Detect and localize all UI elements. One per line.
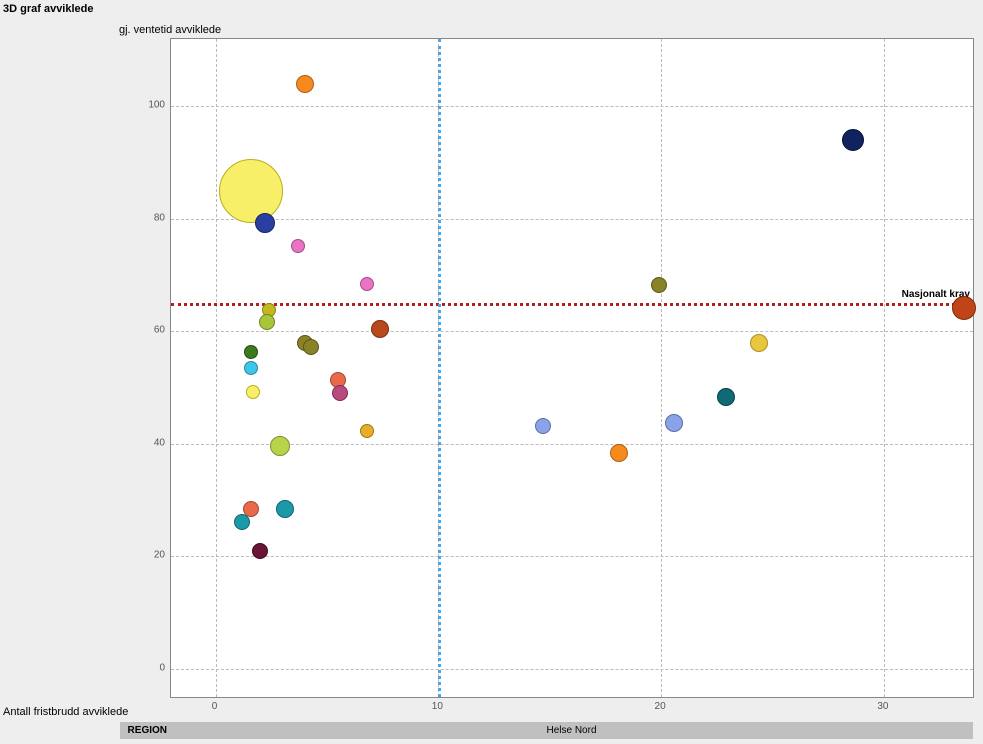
gridline-h — [171, 331, 973, 332]
plot-area: Nasjonalt krav — [170, 38, 974, 698]
gridline-h — [171, 106, 973, 107]
data-point — [252, 543, 268, 559]
data-point — [296, 75, 314, 93]
gridline-h — [171, 556, 973, 557]
data-point — [244, 361, 258, 375]
x-axis-title: Antall fristbrudd avviklede — [3, 706, 128, 718]
data-point — [303, 339, 319, 355]
data-point — [610, 444, 628, 462]
chart-title: 3D graf avviklede — [3, 3, 94, 15]
x-tick-label: 20 — [655, 701, 666, 712]
gridline-h — [171, 669, 973, 670]
data-point — [750, 334, 768, 352]
data-point — [246, 385, 260, 399]
gridline-v — [216, 39, 217, 697]
data-point — [259, 314, 275, 330]
data-point — [270, 436, 290, 456]
x-tick-label: 10 — [432, 701, 443, 712]
data-point — [360, 424, 374, 438]
x-tick-label: 30 — [877, 701, 888, 712]
gridline-h — [171, 444, 973, 445]
gridline-v — [884, 39, 885, 697]
region-label: REGION — [120, 722, 170, 739]
data-point — [276, 500, 294, 518]
y-axis-title: gj. ventetid avviklede — [119, 24, 221, 36]
data-point — [332, 385, 348, 401]
y-tick-label: 100 — [125, 100, 165, 111]
data-point — [234, 514, 250, 530]
x-tick-label: 0 — [212, 701, 218, 712]
y-tick-label: 80 — [125, 212, 165, 223]
data-point — [535, 418, 551, 434]
y-tick-label: 0 — [125, 662, 165, 673]
ref-line-nasjonalt-krav — [171, 303, 973, 306]
gridline-v — [661, 39, 662, 697]
data-point — [371, 320, 389, 338]
gridline-h — [171, 219, 973, 220]
data-point — [717, 388, 735, 406]
ref-line-vertical — [438, 39, 441, 697]
data-point — [651, 277, 667, 293]
data-point — [665, 414, 683, 432]
data-point — [952, 296, 976, 320]
data-point — [219, 159, 283, 223]
y-tick-label: 20 — [125, 550, 165, 561]
data-point — [291, 239, 305, 253]
data-point — [360, 277, 374, 291]
data-point — [244, 345, 258, 359]
data-point — [842, 129, 864, 151]
y-tick-label: 40 — [125, 437, 165, 448]
y-tick-label: 60 — [125, 325, 165, 336]
region-value: Helse Nord — [170, 722, 973, 739]
data-point — [255, 213, 275, 233]
